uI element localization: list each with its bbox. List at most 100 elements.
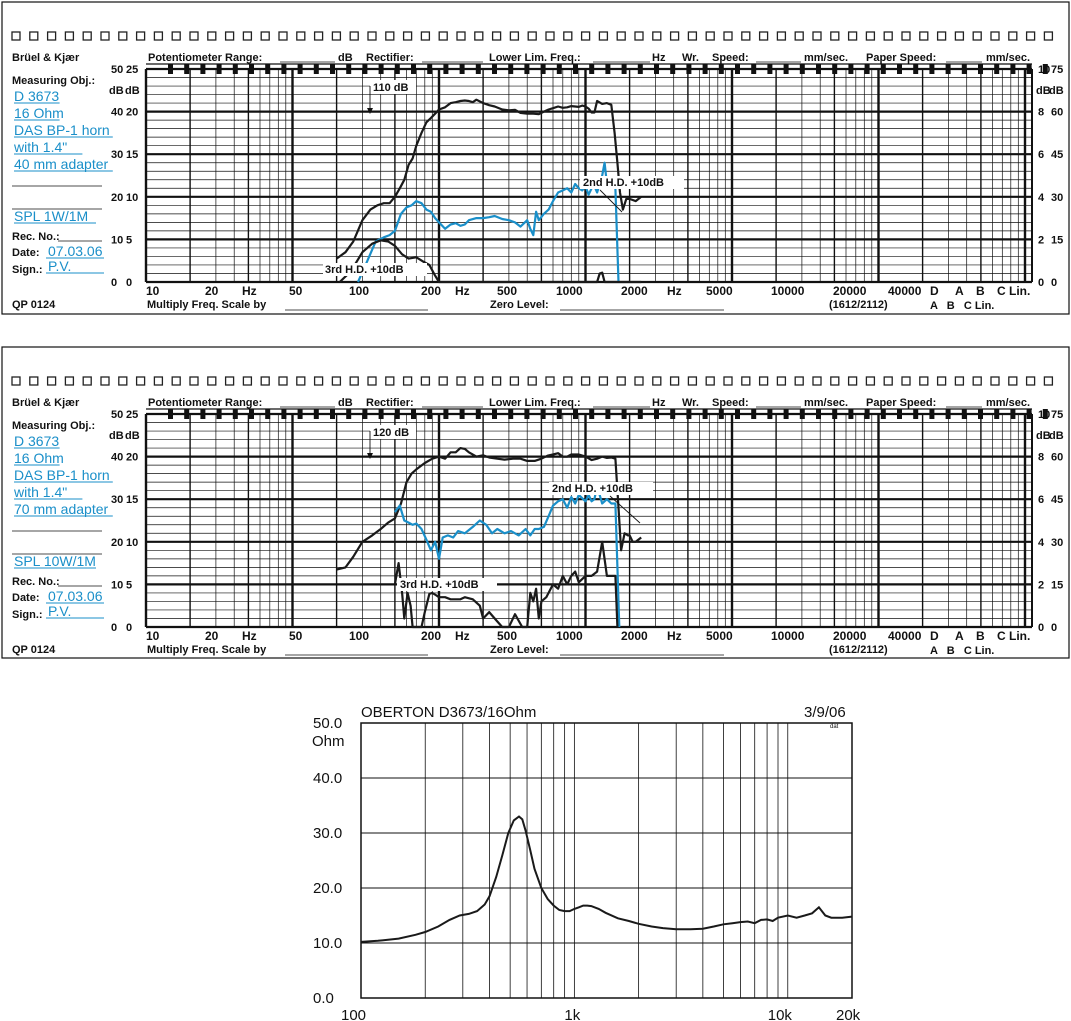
annotation-bg xyxy=(549,482,653,495)
ref-label-bg xyxy=(370,425,416,439)
sprocket-hole xyxy=(723,376,733,386)
annotation-bg xyxy=(580,176,684,189)
y-tick-outer: 30 xyxy=(111,494,123,506)
sprocket-hole xyxy=(527,376,537,386)
sprocket-hole xyxy=(1008,376,1018,386)
y-tick-label: 40.0 xyxy=(313,770,342,787)
sprocket-hole xyxy=(990,31,1000,41)
y-tick-label: 0.0 xyxy=(313,990,334,1007)
series-line-1 xyxy=(335,98,642,260)
y-tick-inner: 10 xyxy=(126,192,138,204)
sprocket-hole xyxy=(758,31,769,41)
sprocket-hole xyxy=(972,376,982,386)
sprocket-hole xyxy=(990,376,1000,386)
sprocket-hole xyxy=(260,376,270,386)
sprocket-hole xyxy=(563,31,573,41)
annotation-3rd-hd: 3rd H.D. +10dB xyxy=(400,579,479,591)
sprocket-hole xyxy=(652,376,662,386)
y-tick-right-inner: 2 xyxy=(1038,579,1044,591)
multiply-label: Multiply Freq. Scale by xyxy=(147,644,267,656)
x-tick-label: 10 xyxy=(146,629,160,643)
x-tick-label: 100 xyxy=(349,284,369,298)
sprocket-hole xyxy=(901,31,911,41)
measuring-obj-label: Measuring Obj.: xyxy=(12,75,95,87)
sprocket-hole xyxy=(153,376,164,386)
rec-no-label: Rec. No.: xyxy=(12,231,60,243)
y-tick-right-inner: 6 xyxy=(1038,149,1044,161)
y-tick-right-outer: 75 xyxy=(1051,64,1063,76)
sprocket-hole xyxy=(242,31,253,41)
lower-lim-label: Lower Lim. Freq.: xyxy=(489,52,581,64)
sprocket-hole xyxy=(135,31,146,41)
sprocket-hole xyxy=(580,376,591,386)
ref-label-bg xyxy=(370,80,416,94)
sheet-frame xyxy=(1,346,1070,659)
x-tick-label: Hz xyxy=(667,284,682,298)
sprocket-hole xyxy=(171,31,181,41)
sprocket-hole xyxy=(474,376,484,386)
sprocket-hole xyxy=(883,376,893,386)
speed-unit: mm/sec. xyxy=(804,397,848,409)
sheet-frame xyxy=(1,1,1070,315)
y-tick-right-inner: 8 xyxy=(1038,107,1044,119)
ref-arrowhead xyxy=(367,453,373,459)
y-tick-label: 50.0 xyxy=(313,715,342,732)
x-tick-label: 5000 xyxy=(706,284,733,298)
ref-label: 110 dB xyxy=(373,82,409,94)
sprocket-hole xyxy=(313,376,324,386)
x-tick-label: 20 xyxy=(205,629,219,643)
y-tick-right-outer: 30 xyxy=(1051,192,1063,204)
sign-value: P.V. xyxy=(48,603,71,619)
sprocket-hole xyxy=(919,376,929,386)
date-label: Date: xyxy=(12,247,40,259)
right-unit: dB xyxy=(1049,85,1064,97)
sign-label: Sign.: xyxy=(12,609,43,621)
y-tick-right-outer: 60 xyxy=(1051,452,1063,464)
sprocket-hole xyxy=(491,31,502,41)
zero-level-label: Zero Level: xyxy=(490,644,549,656)
sprocket-hole xyxy=(420,31,431,41)
y-tick-inner: 0 xyxy=(126,622,132,634)
tick-mark xyxy=(1042,409,1048,419)
plot-frame xyxy=(360,722,853,999)
series-line-3 xyxy=(338,239,642,284)
wr-label: Wr. xyxy=(682,397,699,409)
sprocket-hole xyxy=(100,376,110,386)
sprocket-hole xyxy=(474,31,484,41)
sprocket-hole xyxy=(830,376,840,386)
chart-title: OBERTON D3673/16Ohm xyxy=(361,704,536,721)
x-tick-label: 200 xyxy=(421,284,441,298)
sprocket-hole xyxy=(189,31,199,41)
sprocket-hole xyxy=(527,31,537,41)
spl-note: SPL 10W/1M xyxy=(14,553,96,569)
y-tick-right-outer: 30 xyxy=(1051,537,1063,549)
x-tick-label: 20000 xyxy=(833,284,867,298)
y-axis-label: Ohm xyxy=(312,733,345,750)
sprocket-hole xyxy=(29,31,39,41)
sprocket-hole xyxy=(420,376,431,386)
paper-speed-unit: mm/sec. xyxy=(986,397,1030,409)
sprocket-hole xyxy=(1025,31,1036,41)
speed-unit: mm/sec. xyxy=(804,52,848,64)
sprocket-hole xyxy=(242,376,253,386)
sign-label: Sign.: xyxy=(12,264,43,276)
x-tick-label: 20 xyxy=(205,284,219,298)
sprocket-hole xyxy=(936,31,947,41)
sprocket-hole xyxy=(580,31,591,41)
footer-d: D xyxy=(930,284,939,298)
sprocket-hole xyxy=(367,376,377,386)
x-tick-label: 100 xyxy=(349,629,369,643)
sprocket-hole xyxy=(545,376,555,386)
sprocket-hole xyxy=(207,376,217,386)
sprocket-hole xyxy=(634,31,644,41)
paper-speed-label: Paper Speed: xyxy=(866,52,936,64)
y-tick-outer: 40 xyxy=(111,107,123,119)
sprocket-hole xyxy=(758,376,769,386)
sprocket-hole xyxy=(669,31,680,41)
measuring-obj-line: with 1.4" xyxy=(13,139,67,155)
sprocket-hole xyxy=(598,31,609,41)
y-tick-right-inner: 6 xyxy=(1038,494,1044,506)
footer-c: C xyxy=(997,284,1006,298)
sprocket-hole xyxy=(118,31,128,41)
